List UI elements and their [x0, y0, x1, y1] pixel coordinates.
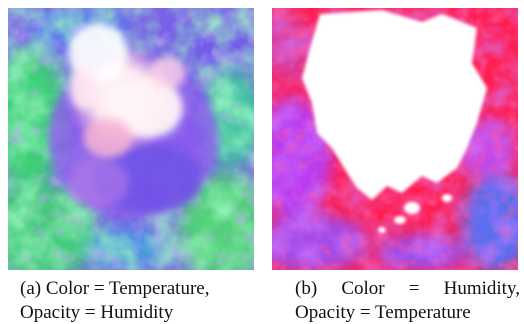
caption-a-line1: (a) Color = Temperature,	[20, 278, 210, 299]
caption-b-label: (b)	[295, 278, 318, 299]
caption-b-word-color: Color	[341, 278, 385, 299]
panel-b-volume-render-image	[272, 8, 518, 270]
caption-b-word-humidity: Humidity,	[443, 278, 520, 299]
panel-a-volume-render-image	[8, 8, 254, 270]
caption-b-line1: (b) Color = Humidity,	[295, 277, 520, 301]
caption-b-equals: =	[408, 278, 420, 299]
caption-b-line2: Opacity = Temperature	[295, 302, 471, 323]
caption-a: (a) Color = Temperature, Opacity = Humid…	[20, 277, 260, 324]
panel-b-image	[272, 8, 518, 270]
caption-a-line2: Opacity = Humidity	[20, 302, 174, 323]
caption-b: (b) Color = Humidity, Opacity = Temperat…	[295, 277, 520, 324]
panel-a-image	[8, 8, 254, 270]
